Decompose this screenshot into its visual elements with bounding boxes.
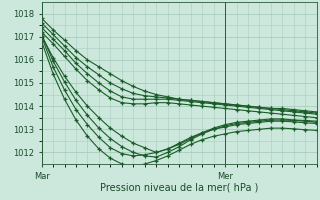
X-axis label: Pression niveau de la mer( hPa ): Pression niveau de la mer( hPa ): [100, 182, 258, 192]
